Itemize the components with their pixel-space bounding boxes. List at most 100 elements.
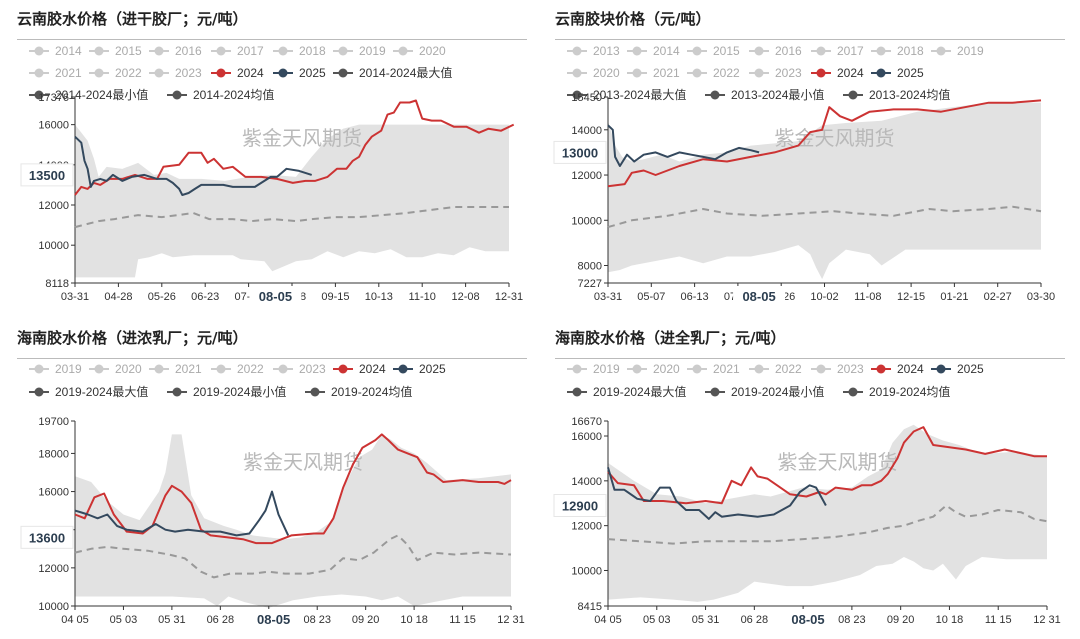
legend-label: 2019	[593, 362, 620, 376]
y-tick-label: 17376	[38, 92, 69, 104]
x-axis-pointer-label: 08-05	[791, 612, 824, 627]
legend-swatch-dot	[692, 46, 702, 56]
legend-avg: 2019-2024均值	[305, 384, 412, 399]
legend-swatch-dot	[278, 46, 288, 56]
legend: 2019 2020 2021 2022 2023 2024 2025 2019-2024最大值…	[29, 362, 446, 399]
legend-swatch-dot	[876, 364, 886, 374]
x-axis-pointer: 08-05	[247, 609, 300, 629]
legend-label: 2023	[299, 362, 326, 376]
x-tick-label: 09-15	[321, 291, 349, 303]
legend: 2014 2015 2016 2017 2018 2019 2020 2021 2022 2023…	[29, 44, 452, 102]
x-tick-label: 06 28	[207, 614, 235, 626]
x-tick-label: 12 31	[497, 614, 525, 626]
chart-svg: 2014 2015 2016 2017 2018 2019 2020 2021 2022 2023…	[20, 44, 523, 306]
legend-label: 2022	[237, 362, 264, 376]
legend-swatch-dot	[94, 364, 104, 374]
legend-label: 2019-2024最大值	[593, 384, 686, 399]
legend-2015: 2015	[89, 44, 142, 58]
legend-2024: 2024	[333, 362, 386, 376]
legend-label: 2023	[175, 66, 202, 80]
legend-2021: 2021	[149, 362, 202, 376]
x-tick-label: 05 03	[643, 614, 671, 626]
legend-label: 2021	[175, 362, 202, 376]
x-tick-label: 01-21	[940, 291, 968, 303]
y-tick-label: 16000	[571, 431, 602, 443]
y-axis-pointer-label: 12900	[562, 498, 598, 513]
legend-swatch-dot	[216, 364, 226, 374]
legend-label: 2024	[837, 66, 864, 80]
legend-2014: 2014	[627, 44, 680, 58]
legend-label: 2023	[837, 362, 864, 376]
legend-label: 2017	[837, 44, 864, 58]
legend-swatch-dot	[692, 364, 702, 374]
legend-swatch-dot	[172, 387, 182, 397]
x-tick-label: 06 28	[741, 614, 769, 626]
legend-min: 2013-2024最小值	[705, 87, 824, 102]
legend-label: 2019-2024最小值	[731, 384, 824, 399]
series-line-avg	[74, 534, 512, 579]
y-tick-label: 16670	[571, 416, 602, 428]
legend-2024: 2024	[811, 66, 864, 80]
legend-swatch-dot	[710, 387, 720, 397]
legend-label: 2013-2024最大值	[593, 87, 686, 102]
legend-swatch-dot	[310, 387, 320, 397]
legend-2024: 2024	[211, 66, 264, 80]
x-axis-pointer: 08-05	[733, 286, 786, 306]
y-tick-label: 16000	[38, 120, 69, 132]
legend-swatch-dot	[34, 364, 44, 374]
series-line-y2025	[607, 467, 827, 520]
title-divider	[17, 39, 527, 40]
legend-label: 2018	[897, 44, 924, 58]
watermark: 紫金天风期货	[242, 127, 362, 150]
legend-label: 2019	[359, 44, 386, 58]
legend-label: 2025	[957, 362, 984, 376]
watermark: 紫金天风期货	[243, 451, 363, 474]
x-axis-pointer-label: 08-05	[259, 289, 292, 304]
legend-swatch-dot	[278, 68, 288, 78]
legend-swatch-dot	[34, 387, 44, 397]
legend-swatch-dot	[172, 90, 182, 100]
y-tick-label: 12000	[571, 521, 602, 533]
x-tick-label: 11-10	[409, 291, 436, 303]
legend-label: 2022	[775, 362, 802, 376]
legend-2020: 2020	[393, 44, 446, 58]
legend-label: 2025	[897, 66, 924, 80]
legend-2017: 2017	[811, 44, 864, 58]
x-axis-pointer-bg	[733, 286, 786, 306]
chart-panel-yunnan-latex: 云南胶水价格（进干胶厂；元/吨） 2014 2015 2016 2017 2018 201…	[17, 8, 527, 308]
legend-swatch-dot	[278, 364, 288, 374]
legend-2015: 2015	[687, 44, 740, 58]
x-axis-pointer-label: 08-05	[742, 289, 775, 304]
legend-max: 2019-2024最大值	[29, 384, 148, 399]
legend-2019: 2019	[333, 44, 386, 58]
x-axis-pointer-bg	[781, 609, 834, 629]
y-tick-label: 14000	[571, 476, 602, 488]
legend-2025: 2025	[931, 362, 984, 376]
x-axis-pointer-bg	[249, 286, 302, 306]
chart-svg: 2013 2014 2015 2016 2017 2018 2019 2020 2021 2022…	[553, 44, 1055, 306]
legend-swatch-dot	[94, 46, 104, 56]
legend-2023: 2023	[149, 66, 202, 80]
x-tick-label: 05 31	[692, 614, 720, 626]
x-tick-label: 05 31	[158, 614, 186, 626]
x-tick-label: 05-07	[637, 291, 665, 303]
legend-swatch-dot	[848, 90, 858, 100]
x-axis-pointer: 08-05	[249, 286, 302, 306]
x-axis-pointer-label: 08-05	[257, 612, 290, 627]
legend-2023: 2023	[273, 362, 326, 376]
legend-label: 2025	[419, 362, 446, 376]
chart-title: 云南胶块价格（元/吨）	[555, 10, 711, 28]
chart-panel-hainan-whole-latex: 海南胶水价格（进全乳厂；元/吨） 2019 2020 2021 2022 2023 202…	[553, 327, 1065, 639]
legend-max: 2013-2024最大值	[567, 87, 686, 102]
y-tick-label: 12000	[38, 563, 69, 575]
legend-label: 2021	[713, 362, 740, 376]
legend-2021: 2021	[687, 362, 740, 376]
x-tick-label: 10-02	[810, 291, 838, 303]
legend-label: 2013	[593, 44, 620, 58]
legend-2020: 2020	[89, 362, 142, 376]
y-axis-pointer: 13600	[20, 525, 74, 549]
legend-swatch-dot	[936, 364, 946, 374]
legend-avg: 2019-2024均值	[843, 384, 950, 399]
legend-2019: 2019	[567, 362, 620, 376]
y-axis-pointer: 12900	[553, 493, 607, 517]
